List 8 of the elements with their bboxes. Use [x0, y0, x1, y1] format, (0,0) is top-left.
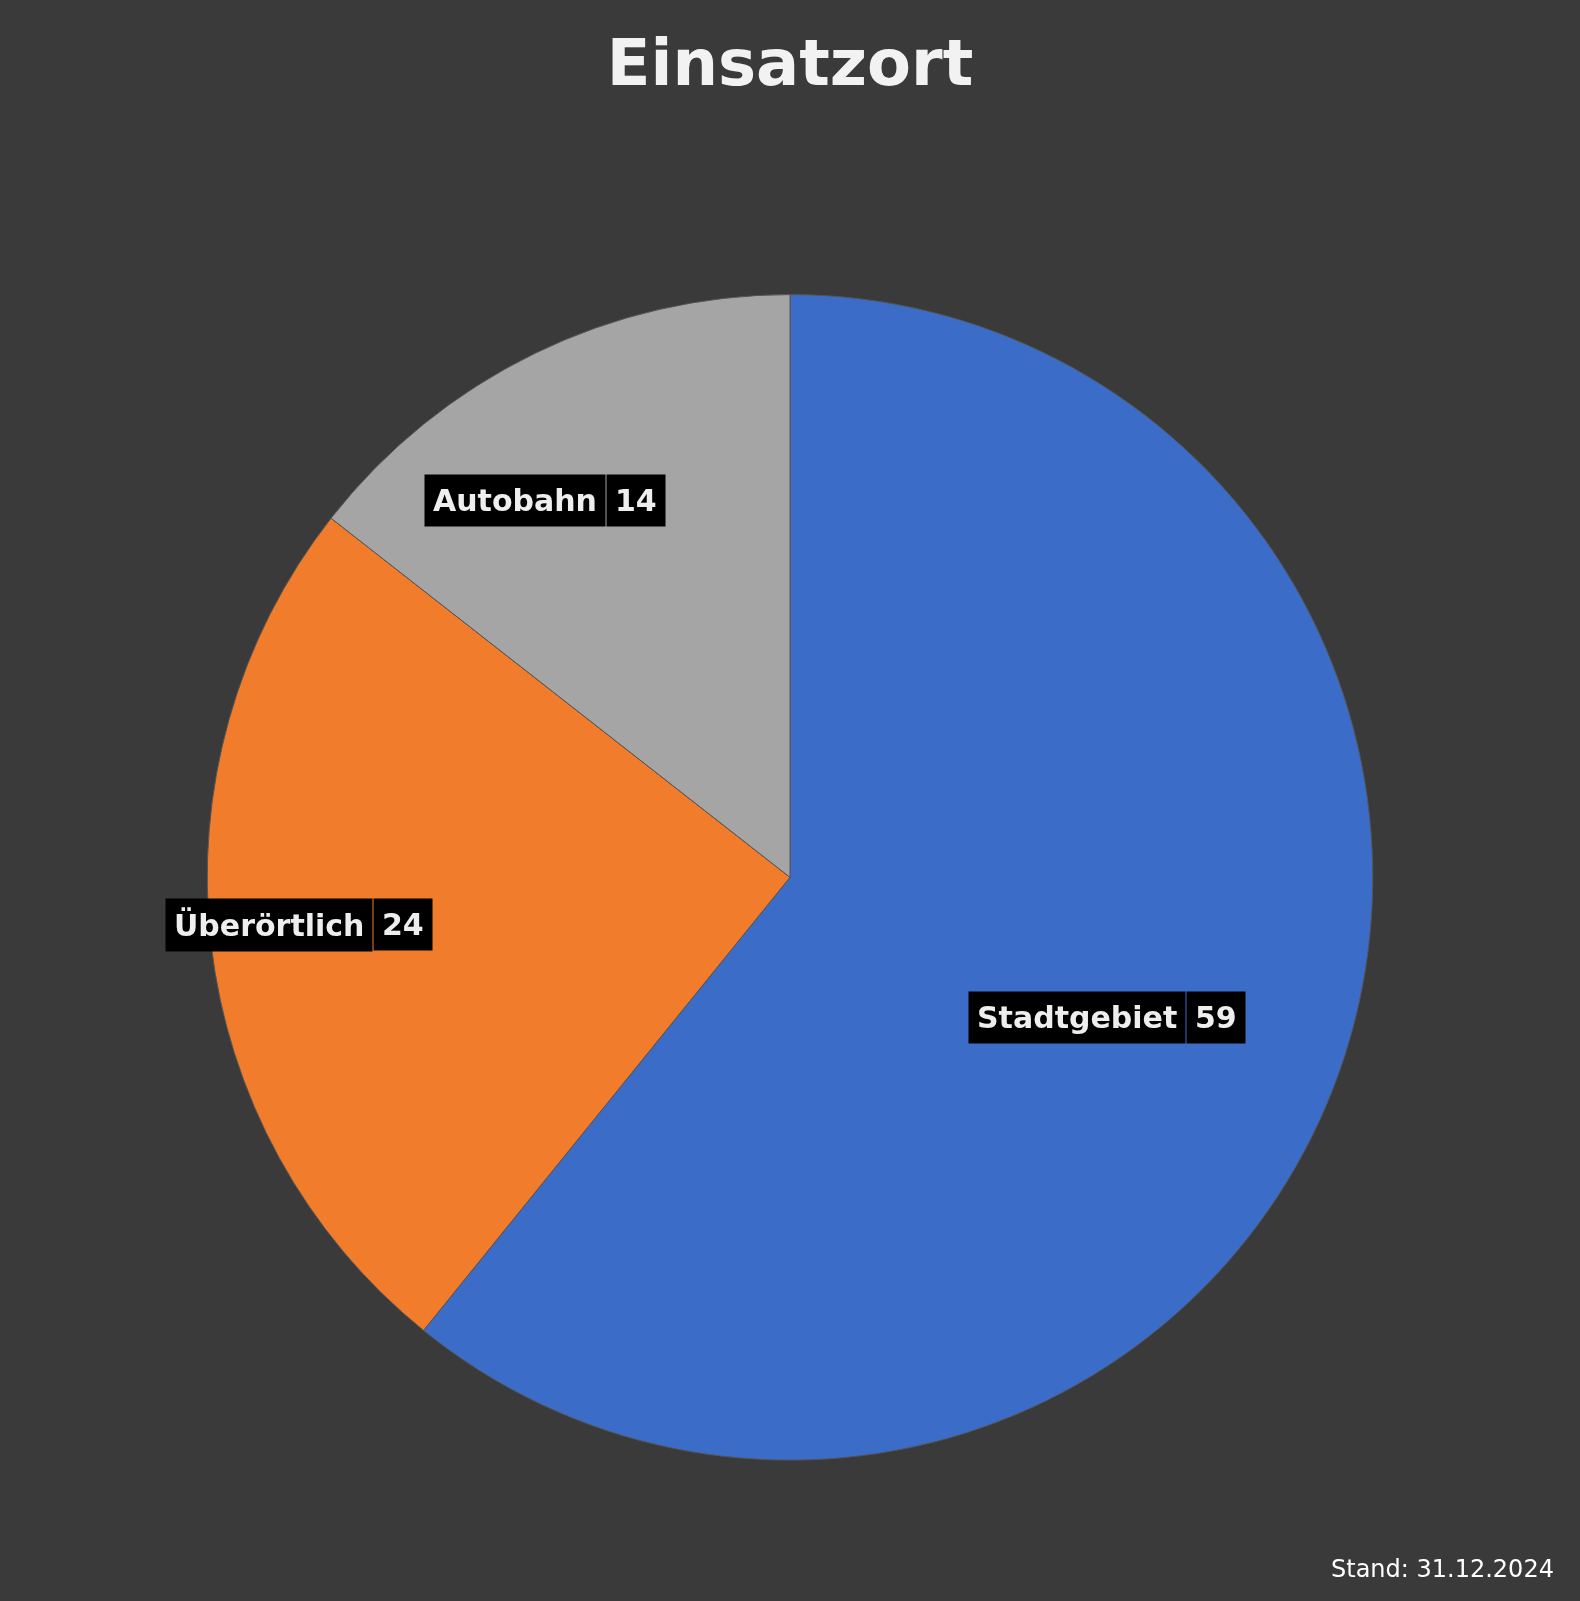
slice-label: Überörtlich	[174, 907, 365, 943]
slice-label: Autobahn	[433, 483, 597, 518]
chart-title: Einsatzort	[606, 25, 974, 100]
slice-label: Stadtgebiet	[977, 1000, 1178, 1035]
data-label: 14	[615, 483, 657, 518]
data-label: 59	[1195, 1000, 1237, 1035]
text: Stand: 31.12.2024	[1331, 1555, 1554, 1583]
data-label: 24	[382, 907, 424, 942]
